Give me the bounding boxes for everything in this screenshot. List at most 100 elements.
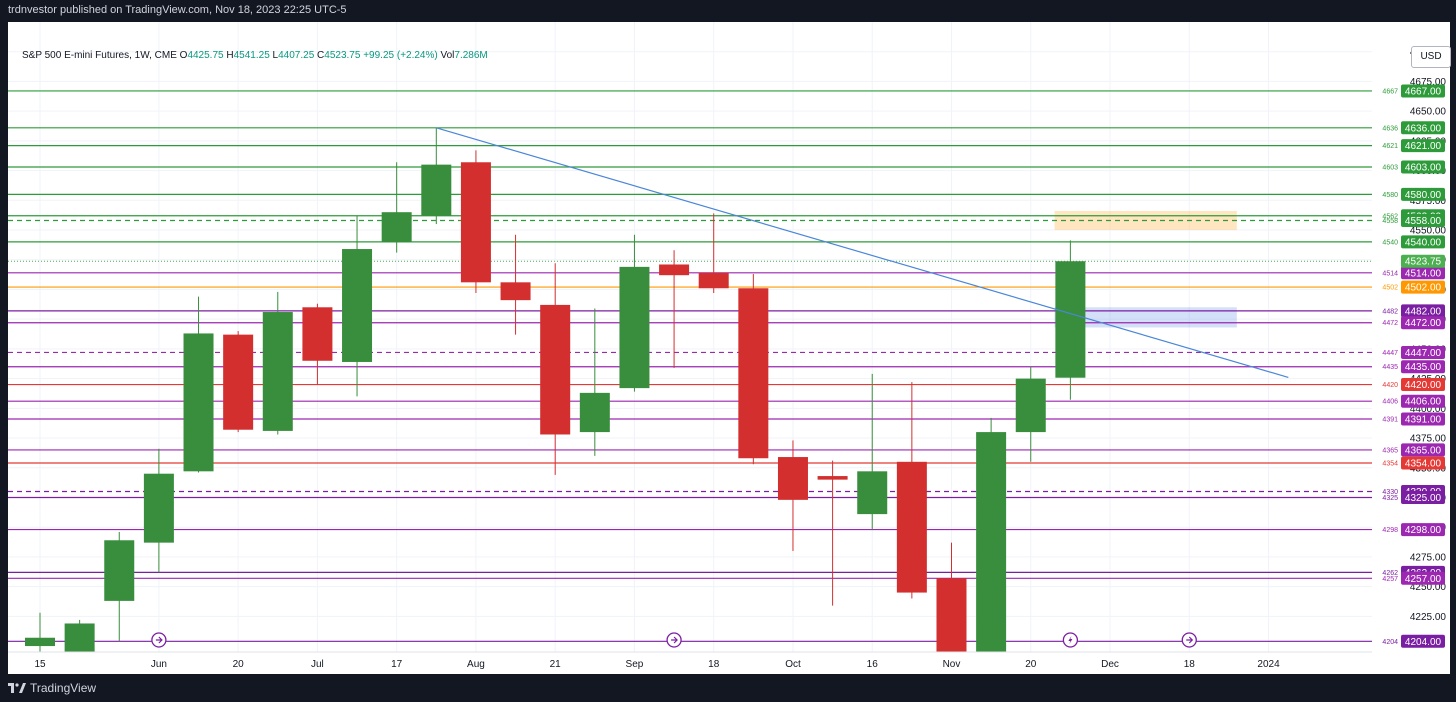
candle bbox=[500, 234, 531, 335]
candle-body bbox=[777, 457, 808, 500]
legend-symbol: S&P 500 E-mini Futures, 1W, CME bbox=[22, 50, 177, 61]
y-tick-label: 4250.00 bbox=[1410, 582, 1447, 593]
candle-body bbox=[381, 212, 412, 242]
x-tick-label: 20 bbox=[1025, 659, 1037, 670]
level-tag-4298 bbox=[1401, 523, 1445, 537]
level-label-4447: 4447 bbox=[1382, 350, 1398, 357]
level-label-4562: 4562 bbox=[1382, 213, 1398, 220]
level-label-4514: 4514 bbox=[1382, 270, 1398, 277]
level-tag-4391 bbox=[1401, 412, 1445, 426]
x-tick-label: Oct bbox=[785, 659, 801, 670]
x-tick-label: Dec bbox=[1101, 659, 1119, 670]
current-price-tag bbox=[1401, 254, 1445, 268]
level-tag-4325 bbox=[1401, 490, 1445, 504]
x-tick-label: 16 bbox=[867, 659, 879, 670]
level-label-4540: 4540 bbox=[1382, 239, 1398, 246]
candle-body bbox=[896, 461, 927, 593]
tradingview-brand: TradingView bbox=[30, 681, 97, 695]
candle bbox=[698, 213, 729, 294]
level-tag-4365 bbox=[1401, 443, 1445, 457]
level-tag-text-4298: 4298.00 bbox=[1405, 525, 1442, 536]
legend-volume-label: Vol bbox=[440, 50, 455, 61]
legend-open: 4425.75 bbox=[187, 50, 224, 61]
candle bbox=[25, 612, 55, 652]
footer-bar: TradingView bbox=[0, 674, 1456, 702]
arrow-icon bbox=[155, 636, 163, 644]
x-tick-label: Jun bbox=[151, 659, 167, 670]
candle bbox=[342, 215, 373, 397]
level-label-4435: 4435 bbox=[1382, 364, 1398, 371]
candle-body bbox=[143, 473, 174, 543]
trendline bbox=[436, 127, 1289, 378]
level-tag-4580 bbox=[1401, 187, 1445, 201]
y-tick-label: 4550.00 bbox=[1410, 226, 1447, 237]
publish-info: trdnvestor published on TradingView.com,… bbox=[8, 4, 347, 16]
level-tag-text-4391: 4391.00 bbox=[1405, 415, 1442, 426]
y-tick-label: 4575.00 bbox=[1410, 196, 1447, 207]
level-label-4621: 4621 bbox=[1382, 143, 1398, 150]
y-tick-label: 4675.00 bbox=[1410, 77, 1447, 88]
level-tag-4558 bbox=[1401, 214, 1445, 228]
x-tick-label: 17 bbox=[391, 659, 403, 670]
level-label-4667: 4667 bbox=[1382, 88, 1398, 95]
candle-body bbox=[262, 312, 293, 431]
candle bbox=[421, 127, 452, 225]
level-tag-text-4580: 4580.00 bbox=[1405, 190, 1442, 201]
candle-body bbox=[460, 162, 491, 283]
x-tick-label: 21 bbox=[550, 659, 562, 670]
candle-body bbox=[659, 264, 690, 276]
level-tag-text-4540: 4540.00 bbox=[1405, 237, 1442, 248]
level-tag-4514 bbox=[1401, 266, 1445, 280]
level-tag-text-4482: 4482.00 bbox=[1405, 306, 1442, 317]
candle-body bbox=[183, 333, 214, 472]
y-tick-label: 4275.00 bbox=[1410, 552, 1447, 563]
legend-high-label: H bbox=[226, 50, 234, 61]
level-tag-text-4354: 4354.00 bbox=[1405, 459, 1442, 470]
candle bbox=[104, 531, 135, 642]
currency-button[interactable]: USD bbox=[1411, 46, 1451, 68]
level-tag-text-4558: 4558.00 bbox=[1405, 216, 1442, 227]
y-tick-label: 4375.00 bbox=[1410, 434, 1447, 445]
legend-high: 4541.25 bbox=[233, 50, 270, 61]
candle-body bbox=[500, 282, 531, 301]
level-label-4406: 4406 bbox=[1382, 399, 1398, 406]
level-tag-4667 bbox=[1401, 84, 1445, 98]
level-tag-text-4204: 4204.00 bbox=[1405, 637, 1442, 648]
level-tag-4257 bbox=[1401, 571, 1445, 585]
chart-canvas[interactable]: 15 Jun 20 Jul 17 Aug 21 Sep 18 Oct 16 Nov 20 Dec 18 202… bbox=[8, 22, 1450, 674]
tradingview-logo[interactable]: TradingView bbox=[8, 681, 96, 695]
candle bbox=[619, 234, 650, 392]
candle bbox=[262, 291, 293, 435]
x-tick-label: 18 bbox=[1184, 659, 1196, 670]
candle-body bbox=[25, 637, 55, 647]
legend-volume: 7.286M bbox=[454, 50, 488, 61]
level-label-4325: 4325 bbox=[1382, 495, 1398, 502]
ohlc-legend: S&P 500 E-mini Futures, 1W, CME O4425.75… bbox=[22, 50, 488, 61]
x-tick-label: 2024 bbox=[1257, 659, 1280, 670]
level-tag-text-4621: 4621.00 bbox=[1405, 141, 1442, 152]
candle bbox=[540, 263, 571, 475]
level-tag-4482 bbox=[1401, 304, 1445, 318]
candle-body bbox=[817, 476, 848, 480]
candle bbox=[183, 296, 214, 473]
candle-body bbox=[302, 307, 333, 361]
candle bbox=[896, 382, 927, 599]
candle bbox=[936, 542, 967, 652]
candle-body bbox=[64, 623, 95, 652]
y-tick-label: 4225.00 bbox=[1410, 612, 1447, 623]
publish-bar: trdnvestor published on TradingView.com,… bbox=[0, 0, 1456, 22]
level-tag-4502 bbox=[1401, 280, 1445, 294]
level-label-4502: 4502 bbox=[1382, 285, 1398, 292]
candle-body bbox=[698, 272, 729, 289]
candle-body bbox=[738, 288, 769, 459]
level-tag-text-4257: 4257.00 bbox=[1405, 574, 1442, 585]
candle bbox=[857, 373, 888, 530]
y-tick-label: 4650.00 bbox=[1410, 107, 1447, 118]
arrow-icon bbox=[671, 636, 678, 644]
level-label-4420: 4420 bbox=[1382, 382, 1398, 389]
bolt-icon bbox=[1068, 636, 1073, 644]
candle-body bbox=[976, 432, 1007, 652]
chart-frame[interactable]: 15 Jun 20 Jul 17 Aug 21 Sep 18 Oct 16 Nov 20 Dec 18 202… bbox=[8, 22, 1451, 674]
level-label-4558: 4558 bbox=[1382, 218, 1398, 225]
x-tick-label: 18 bbox=[708, 659, 720, 670]
